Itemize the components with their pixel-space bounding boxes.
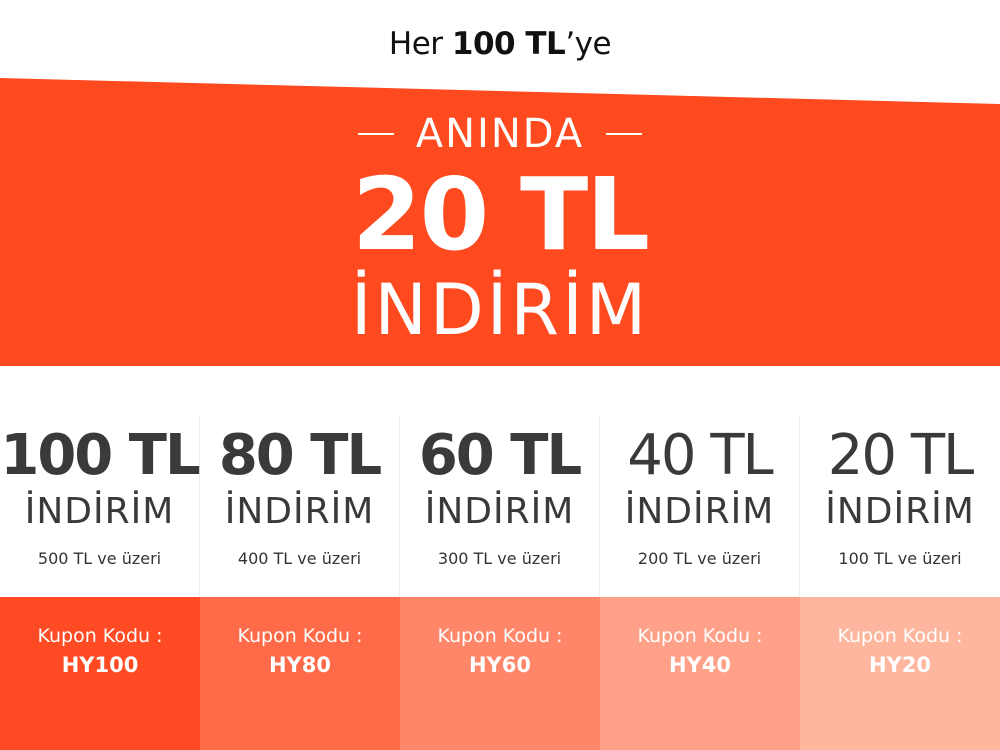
tier-label: İNDİRİM xyxy=(825,491,975,532)
coupon-box[interactable]: Kupon Kodu : HY100 xyxy=(0,597,200,750)
tier-minimum: 100 TL ve üzeri xyxy=(838,549,962,568)
coupon-code[interactable]: HY100 xyxy=(61,653,139,677)
tier-amount: 40 TL xyxy=(627,423,773,488)
tier-card: 60 TL İNDİRİM 300 TL ve üzeri Kupon Kodu… xyxy=(400,415,600,750)
coupon-box[interactable]: Kupon Kodu : HY20 xyxy=(800,597,1000,750)
coupon-code[interactable]: HY40 xyxy=(668,653,731,677)
left-dash xyxy=(357,133,394,135)
discount-tiers: 100 TL İNDİRİM 500 TL ve üzeri Kupon Kod… xyxy=(0,415,1000,750)
coupon-label: Kupon Kodu : xyxy=(37,625,163,647)
coupon-box[interactable]: Kupon Kodu : HY60 xyxy=(400,597,600,750)
tier-info: 20 TL İNDİRİM 100 TL ve üzeri xyxy=(800,415,1000,597)
tier-minimum: 500 TL ve üzeri xyxy=(37,549,162,568)
tier-info: 80 TL İNDİRİM 400 TL ve üzeri xyxy=(200,415,400,597)
headline-prefix: Her xyxy=(388,26,443,62)
coupon-label: Kupon Kodu : xyxy=(837,625,963,647)
coupon-label: Kupon Kodu : xyxy=(637,625,763,647)
coupon-box[interactable]: Kupon Kodu : HY80 xyxy=(200,597,400,750)
tier-info: 100 TL İNDİRİM 500 TL ve üzeri xyxy=(0,415,201,597)
tier-amount: 60 TL xyxy=(418,423,582,488)
coupon-label: Kupon Kodu : xyxy=(237,625,363,647)
coupon-code[interactable]: HY60 xyxy=(468,653,531,677)
tier-info: 40 TL İNDİRİM 200 TL ve üzeri xyxy=(600,415,800,597)
right-dash xyxy=(606,133,643,135)
tier-label: İNDİRİM xyxy=(424,491,575,532)
tier-card: 40 TL İNDİRİM 200 TL ve üzeri Kupon Kodu… xyxy=(600,415,800,750)
banner-kicker-row: ANINDA xyxy=(0,108,1000,160)
tier-card: 80 TL İNDİRİM 400 TL ve üzeri Kupon Kodu… xyxy=(200,415,400,750)
tier-card: 100 TL İNDİRİM 500 TL ve üzeri Kupon Kod… xyxy=(0,415,201,750)
headline-suffix: ’ye xyxy=(565,26,612,62)
promo-banner xyxy=(0,0,1000,370)
coupon-box[interactable]: Kupon Kodu : HY40 xyxy=(600,597,800,750)
coupon-code[interactable]: HY80 xyxy=(268,653,331,677)
banner-label: İNDİRİM xyxy=(350,269,650,351)
tier-label: İNDİRİM xyxy=(24,491,175,532)
banner-amount: 20 TL xyxy=(352,156,650,273)
tier-amount: 100 TL xyxy=(0,423,200,488)
tier-label: İNDİRİM xyxy=(624,491,775,532)
tier-amount: 20 TL xyxy=(827,423,974,488)
tier-amount: 80 TL xyxy=(218,423,382,488)
tier-minimum: 400 TL ve üzeri xyxy=(237,549,362,568)
tier-label: İNDİRİM xyxy=(224,491,375,532)
headline-amount: 100 TL xyxy=(451,26,566,62)
tier-minimum: 200 TL ve üzeri xyxy=(637,549,762,568)
coupon-code[interactable]: HY20 xyxy=(868,653,931,677)
tier-minimum: 300 TL ve üzeri xyxy=(437,549,562,568)
tier-info: 60 TL İNDİRİM 300 TL ve üzeri xyxy=(400,415,600,597)
coupon-label: Kupon Kodu : xyxy=(437,625,563,647)
tier-card: 20 TL İNDİRİM 100 TL ve üzeri Kupon Kodu… xyxy=(800,415,1000,750)
banner-kicker: ANINDA xyxy=(415,111,585,157)
headline: Her 100 TL’ye xyxy=(0,26,1000,76)
banner-background xyxy=(0,78,1000,366)
